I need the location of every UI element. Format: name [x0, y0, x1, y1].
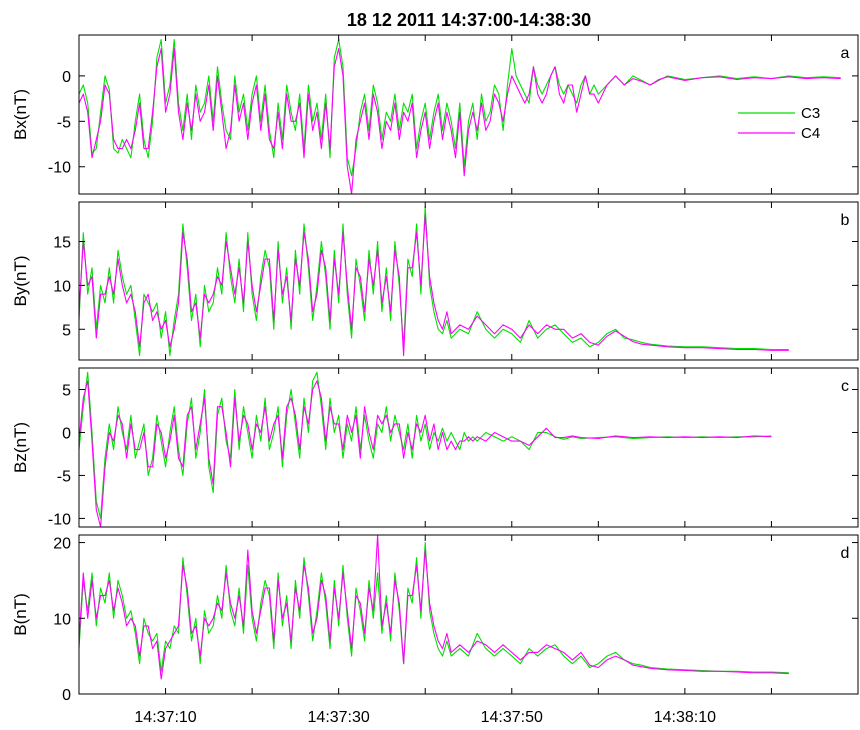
series-line-c4-c — [79, 380, 772, 527]
panel-letter: d — [841, 545, 850, 562]
panels: 0 -5 -10 Bx(nT) a 15 10 5 By(nT) b 5 0 -5 -10 Bz(nT) c 2… — [11, 34, 859, 704]
y-tick-label: -5 — [57, 468, 71, 485]
x-tick-label: 14:37:50 — [481, 709, 543, 726]
y-tick-label: 0 — [62, 69, 71, 86]
y-tick-label: 0 — [62, 687, 71, 704]
axes-frame-d — [78, 534, 859, 695]
panel-b: 15 10 5 By(nT) b — [11, 201, 859, 361]
y-tick-label: 5 — [62, 382, 71, 399]
series-line-c4-a — [79, 48, 841, 194]
chart-title: 18 12 2011 14:37:00-14:38:30 — [347, 10, 591, 30]
panel-d: 20 10 0 B(nT) d — [11, 534, 859, 704]
series-line-c4-d — [79, 535, 789, 680]
panel-a: 0 -5 -10 Bx(nT) a — [11, 34, 859, 195]
y-tick-label: 5 — [62, 322, 71, 339]
y-tick-label: 20 — [53, 536, 71, 553]
series-line-c3-c — [79, 371, 772, 519]
panel-c: 5 0 -5 -10 Bz(nT) c — [11, 367, 859, 528]
panel-letter: b — [841, 212, 850, 229]
y-tick-label: -10 — [48, 160, 71, 177]
x-tick-labels: 14:37:10 14:37:30 14:37:50 14:38:10 — [134, 709, 716, 726]
y-tick-label: 10 — [53, 278, 71, 295]
legend-label-c3: C3 — [801, 105, 820, 122]
y-tick-label: -10 — [48, 511, 71, 528]
x-tick-label: 14:38:10 — [654, 709, 716, 726]
x-tick-label: 14:37:10 — [134, 709, 196, 726]
y-axis-label: By(nT) — [11, 256, 30, 307]
y-axis-label: Bx(nT) — [11, 89, 30, 140]
series-line-c3-a — [79, 38, 841, 177]
y-tick-label: 10 — [53, 611, 71, 628]
y-axis-label: Bz(nT) — [11, 422, 30, 473]
panel-letter: c — [841, 378, 849, 395]
series-line-c4-b — [79, 214, 789, 357]
legend-label-c4: C4 — [801, 125, 820, 142]
axes-frame-c — [78, 367, 859, 528]
series-line-c3-b — [79, 205, 789, 357]
y-axis-label: B(nT) — [11, 593, 30, 636]
series-line-c3-d — [79, 542, 789, 674]
panel-letter: a — [841, 45, 850, 62]
y-tick-label: 15 — [53, 235, 71, 252]
x-tick-label: 14:37:30 — [308, 709, 370, 726]
y-tick-label: -5 — [57, 114, 71, 131]
y-tick-label: 0 — [62, 425, 71, 442]
axes-frame-a — [78, 34, 859, 195]
axes-frame-b — [78, 201, 859, 361]
